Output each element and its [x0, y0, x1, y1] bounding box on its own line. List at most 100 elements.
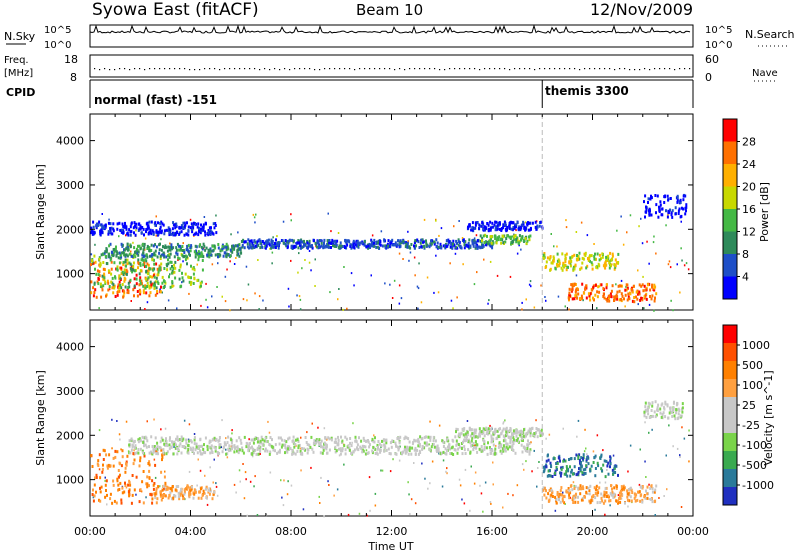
range-gate-cell	[585, 284, 588, 288]
range-gate-cell	[171, 440, 174, 444]
range-gate-cell	[512, 438, 515, 442]
range-gate-cell	[161, 458, 163, 462]
range-gate-cell	[409, 246, 412, 250]
range-gate-cell	[502, 427, 505, 431]
range-gate-cell	[106, 279, 109, 283]
range-gate-cell	[183, 254, 186, 258]
range-gate-cell	[471, 239, 474, 243]
range-gate-cell	[151, 501, 154, 505]
cpid-mode-themis: themis 3300	[545, 84, 629, 98]
range-gate-cell	[171, 247, 173, 251]
range-gate-cell	[540, 284, 542, 287]
range-gate-cell	[239, 480, 241, 483]
range-gate-cell	[334, 445, 337, 449]
range-gate-cell	[561, 493, 564, 497]
range-gate-cell	[361, 450, 364, 454]
range-gate-cell	[175, 485, 178, 489]
range-gate-cell	[288, 445, 291, 449]
range-gate-cell	[146, 420, 148, 423]
range-gate-cell	[99, 282, 102, 286]
range-gate-cell	[358, 436, 360, 440]
range-gate-cell	[450, 452, 453, 456]
range-gate-cell	[143, 262, 146, 266]
range-gate-cell	[435, 254, 437, 257]
range-gate-cell	[200, 496, 203, 500]
range-gate-cell	[150, 285, 153, 289]
range-gate-cell	[651, 285, 653, 289]
freq-point	[439, 69, 441, 71]
range-gate-cell	[374, 436, 376, 440]
range-gate-cell	[148, 248, 151, 252]
range-gate-cell	[629, 444, 632, 447]
range-gate-cell	[455, 430, 457, 434]
range-gate-cell	[594, 293, 597, 297]
freq-point	[369, 68, 371, 70]
range-gate-cell	[165, 255, 168, 259]
range-gate-cell	[253, 239, 256, 243]
colorbar-tick-label: -1000	[742, 479, 774, 492]
range-gate-cell	[284, 239, 287, 243]
range-gate-cell	[122, 230, 125, 234]
range-gate-cell	[548, 499, 551, 503]
range-gate-cell	[598, 486, 601, 490]
range-gate-cell	[184, 272, 187, 276]
range-gate-cell	[188, 439, 190, 443]
range-gate-cell	[533, 449, 535, 452]
range-gate-cell	[190, 264, 192, 268]
range-gate-cell	[654, 296, 656, 300]
range-gate-cell	[626, 231, 628, 234]
range-gate-cell	[226, 268, 228, 271]
range-gate-cell	[314, 285, 316, 287]
range-gate-cell	[195, 442, 198, 446]
range-gate-cell	[447, 242, 450, 246]
range-gate-cell	[653, 309, 655, 312]
range-gate-cell	[609, 491, 612, 495]
range-gate-cell	[181, 276, 184, 280]
freq-point	[289, 69, 291, 71]
range-gate-cell	[142, 284, 145, 288]
range-gate-cell	[608, 261, 611, 265]
range-gate-cell	[217, 243, 220, 246]
range-gate-cell	[264, 449, 267, 453]
freq-point	[284, 68, 286, 70]
range-gate-cell	[681, 406, 684, 410]
range-gate-cell	[623, 297, 625, 301]
range-gate-cell	[286, 246, 289, 250]
range-gate-cell	[152, 483, 155, 487]
range-gate-cell	[157, 282, 160, 285]
range-gate-cell	[112, 291, 115, 295]
freq-point	[669, 68, 671, 70]
range-gate-cell	[320, 241, 323, 245]
range-gate-cell	[250, 239, 253, 243]
range-gate-cell	[509, 435, 512, 439]
range-gate-cell	[504, 434, 507, 438]
range-gate-cell	[110, 256, 113, 260]
range-gate-cell	[665, 224, 667, 227]
range-gate-cell	[413, 438, 416, 442]
range-gate-cell	[90, 263, 92, 266]
range-gate-cell	[570, 259, 573, 263]
range-gate-cell	[503, 447, 506, 451]
range-gate-cell	[460, 447, 463, 450]
x-tick-label: 20:00	[577, 525, 609, 538]
freq-point	[209, 68, 211, 70]
range-gate-cell	[104, 483, 107, 487]
range-gate-cell	[200, 227, 202, 231]
range-gate-cell	[516, 236, 519, 240]
range-gate-cell	[92, 499, 95, 503]
range-gate-cell	[375, 245, 378, 249]
range-gate-cell	[545, 260, 548, 264]
freq-point	[189, 69, 191, 71]
range-gate-cell	[128, 443, 131, 447]
range-gate-cell	[173, 223, 176, 227]
range-gate-cell	[175, 437, 177, 441]
range-gate-cell	[340, 244, 343, 248]
range-gate-cell	[237, 231, 239, 234]
range-gate-cell	[154, 447, 157, 451]
range-gate-cell	[439, 242, 442, 246]
range-gate-cell	[371, 234, 374, 237]
range-gate-cell	[556, 252, 559, 256]
range-gate-cell	[615, 283, 617, 286]
range-gate-cell	[95, 224, 98, 228]
range-gate-cell	[122, 251, 125, 255]
